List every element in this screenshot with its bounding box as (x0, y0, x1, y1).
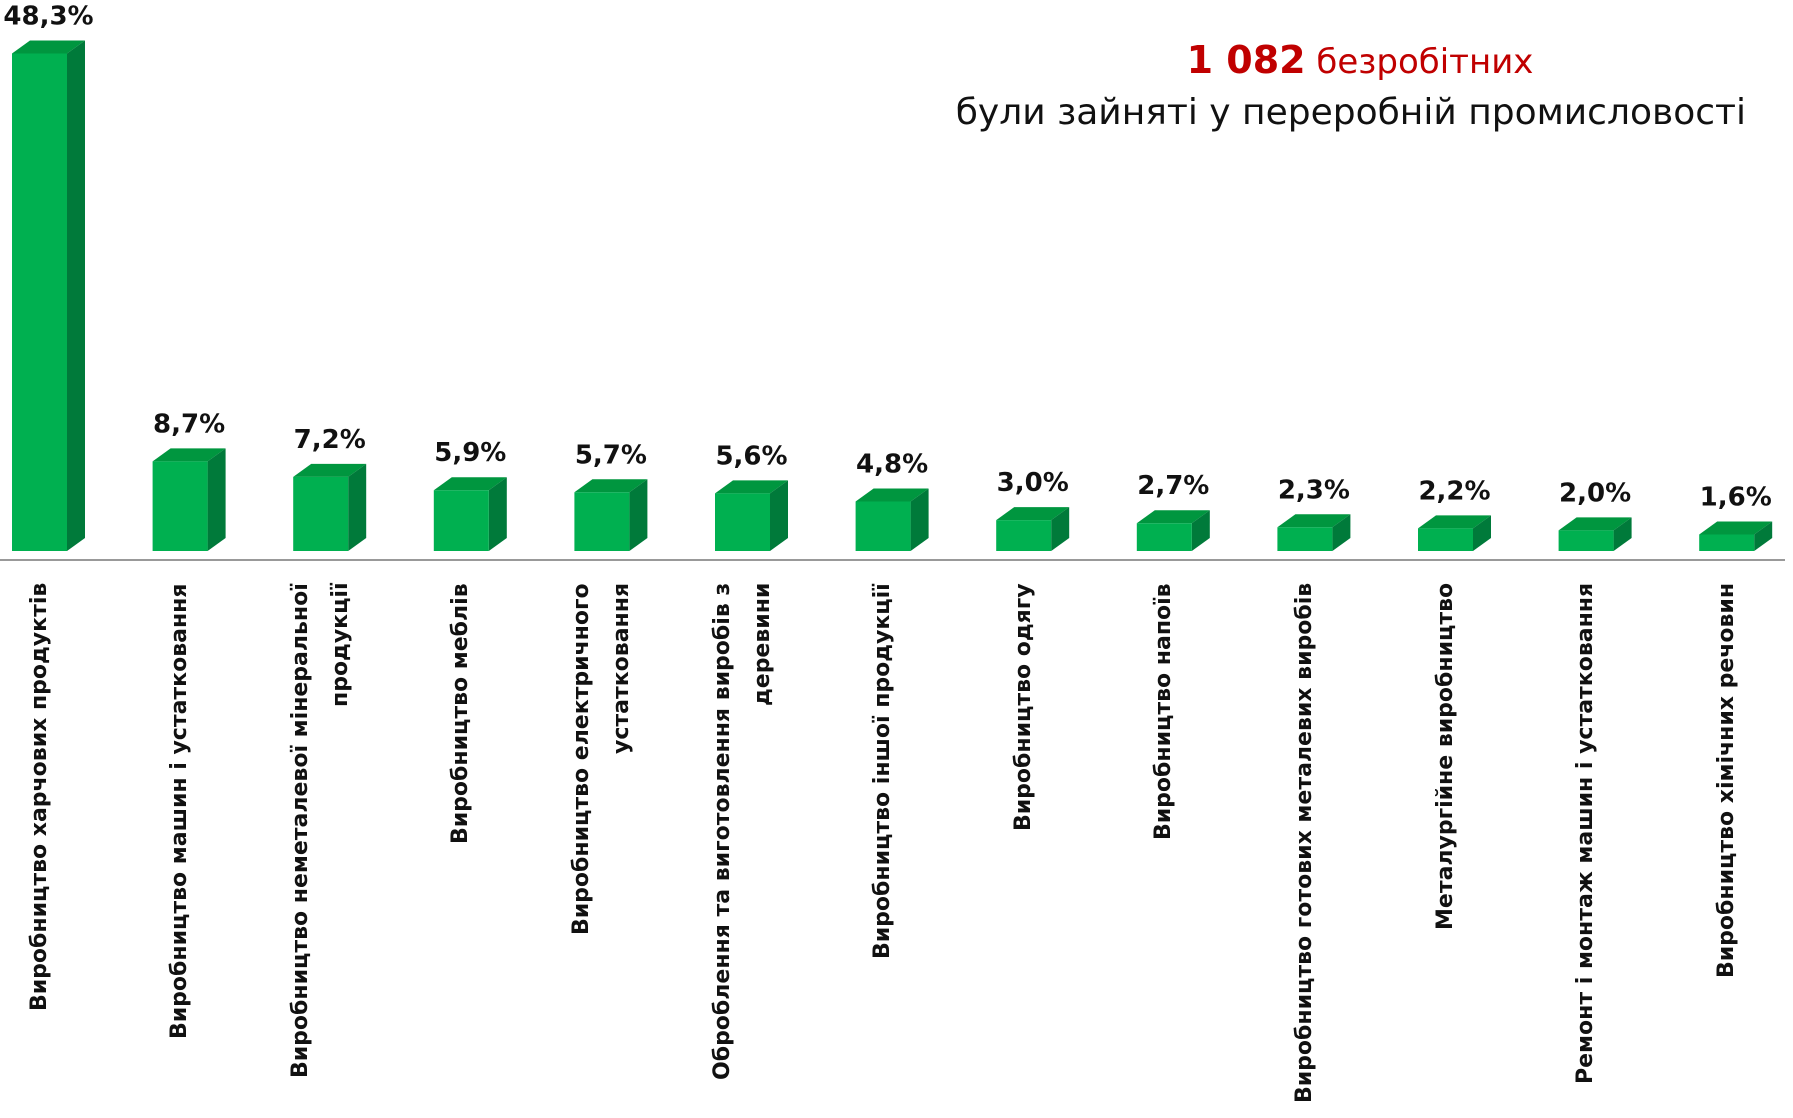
bar-front (715, 493, 770, 551)
value-label: 2,0% (1559, 478, 1631, 508)
bar-side (1613, 517, 1632, 551)
x-tick-label: Виробництво одягу (1010, 583, 1036, 831)
bar-front (996, 520, 1052, 551)
bar-top (1558, 517, 1632, 531)
bar-top (574, 479, 648, 493)
bar-top (293, 463, 367, 477)
x-tick-label: Виробництво хімічних речовин (1713, 583, 1739, 979)
bar-front (433, 490, 489, 551)
bar-side (1754, 521, 1773, 551)
bar (12, 40, 85, 551)
bar-front (574, 492, 630, 551)
value-label: 4,8% (856, 450, 928, 480)
bar-side (67, 40, 85, 551)
value-label: 3,0% (997, 468, 1069, 498)
bar (574, 479, 648, 551)
x-tick-label: Виробництво готових металевих виробів (1291, 583, 1317, 1104)
bar-side (629, 479, 648, 551)
bar-top (1418, 515, 1491, 529)
bar-front (293, 476, 349, 551)
x-tick-label: Виробництво машин і устатковання (167, 583, 193, 1039)
bar-side (1191, 510, 1210, 551)
bar-front (1558, 530, 1614, 551)
x-tick-label: Ремонт і монтаж машин і устатковання (1573, 583, 1599, 1085)
value-label: 2,2% (1418, 476, 1490, 506)
value-label: 5,9% (434, 438, 506, 468)
value-label: 5,6% (715, 441, 787, 471)
value-label: 1,6% (1700, 483, 1772, 513)
bar-side (488, 477, 507, 551)
bar-front (855, 501, 911, 551)
bar-top (855, 488, 929, 502)
count-label: безробітних (1316, 42, 1534, 82)
bar-top (12, 40, 85, 54)
x-tick-label: Виробництво іншої продукції (870, 583, 896, 959)
bar-front (1699, 534, 1755, 551)
x-tick-label: Виробництво харчових продуктів (26, 583, 52, 1012)
bar (855, 488, 929, 551)
bar-side (1332, 514, 1351, 551)
value-label: 2,7% (1137, 471, 1209, 501)
bar (1277, 514, 1351, 551)
bar-top (433, 477, 507, 491)
bar-side (770, 480, 788, 551)
value-label: 48,3% (3, 2, 93, 32)
bar-front (1418, 528, 1473, 551)
bar-front (12, 53, 67, 551)
bar (1699, 521, 1773, 551)
bar-side (348, 463, 367, 551)
bar (1558, 517, 1632, 551)
bar (433, 477, 507, 551)
value-label: 2,3% (1278, 475, 1350, 505)
x-tick-label: Виробництво електричного устатковання (568, 583, 634, 935)
bar-top (996, 507, 1070, 521)
count: 1 082 (1186, 38, 1306, 82)
bar (715, 480, 788, 551)
bar-top (1277, 514, 1351, 528)
bar-side (910, 488, 929, 551)
value-label: 7,2% (294, 425, 366, 455)
value-label: 5,7% (575, 440, 647, 470)
bar (996, 507, 1070, 551)
x-tick-label: Оброблення та виготовлення виробів з дер… (709, 583, 775, 1081)
bar (293, 463, 367, 551)
bar (1136, 510, 1210, 551)
bar (152, 448, 226, 551)
value-label: 8,7% (153, 409, 225, 439)
bar-top (1136, 510, 1210, 524)
bar-top (152, 448, 226, 462)
x-tick-label: Металургійне виробництво (1432, 583, 1458, 931)
annotation-text: були зайняті у переробній промисловості (955, 92, 1746, 133)
bar-top (715, 480, 788, 494)
bar-front (1136, 523, 1192, 551)
bar-side (1473, 515, 1491, 551)
x-tick-label: Виробництво неметалевої мінеральної прод… (287, 583, 353, 1078)
bar-front (152, 461, 208, 551)
bar-top (1699, 521, 1773, 535)
bar-side (207, 448, 226, 551)
x-tick-label: Виробництво напоїв (1151, 583, 1177, 840)
bar-side (1051, 507, 1070, 551)
x-tick-label: Виробництво меблів (448, 583, 474, 844)
bar-front (1277, 527, 1333, 551)
annotation-count: 1 082 безробітних (1180, 38, 1540, 82)
bar (1418, 515, 1491, 551)
